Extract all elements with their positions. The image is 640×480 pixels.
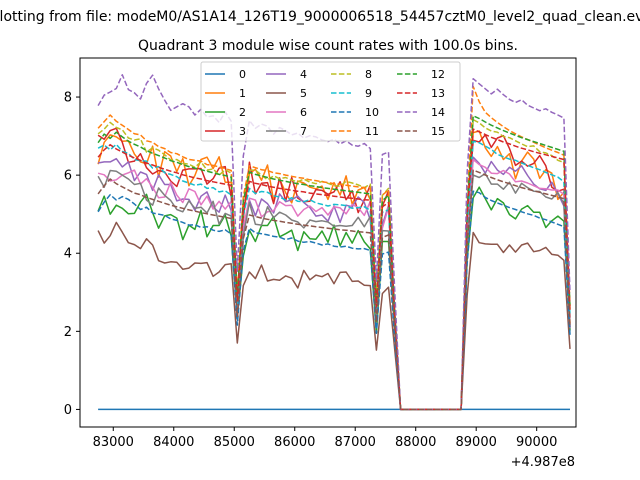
legend-label-15: 15 bbox=[431, 125, 445, 138]
series-line-3 bbox=[97, 127, 571, 411]
legend-label-4: 4 bbox=[300, 68, 307, 81]
series-line-14 bbox=[97, 74, 571, 411]
legend-label-10: 10 bbox=[365, 106, 379, 119]
series-line-9 bbox=[97, 140, 571, 411]
x-tick-label: 89000 bbox=[456, 435, 497, 450]
series-line-10 bbox=[97, 190, 571, 411]
legend-label-7: 7 bbox=[300, 125, 307, 138]
legend-label-6: 6 bbox=[300, 106, 307, 119]
series-line-2 bbox=[97, 186, 571, 411]
legend-label-9: 9 bbox=[365, 87, 372, 100]
legend-label-8: 8 bbox=[365, 68, 372, 81]
series-line-7 bbox=[97, 169, 571, 411]
x-tick-label: 86000 bbox=[274, 435, 315, 450]
y-tick-label: 8 bbox=[64, 91, 72, 106]
axis-layer: 83000 84000 85000 86000 87000 88000 89000 90000… bbox=[64, 91, 558, 450]
legend-label-1: 1 bbox=[239, 87, 246, 100]
series-line-11 bbox=[97, 85, 571, 411]
x-offset-label: +4.987e8 bbox=[511, 455, 575, 470]
x-tick-label: 87000 bbox=[335, 435, 376, 450]
series-line-6 bbox=[97, 158, 571, 411]
legend-label-0: 0 bbox=[239, 68, 246, 81]
legend-box bbox=[200, 61, 461, 142]
x-tick-label: 84000 bbox=[153, 435, 194, 450]
series-line-13 bbox=[97, 128, 571, 411]
x-tick-label: 90000 bbox=[516, 435, 557, 450]
figure-suptitle: Plotting from file: modeM0/AS1A14_126T19… bbox=[0, 9, 640, 25]
series-line-15 bbox=[97, 169, 571, 411]
series-line-12 bbox=[97, 115, 571, 411]
series-line-1 bbox=[97, 130, 571, 411]
chart-title: Quadrant 3 module wise count rates with … bbox=[138, 38, 518, 54]
x-tick-label: 88000 bbox=[395, 435, 436, 450]
y-tick-label: 6 bbox=[64, 169, 72, 184]
plot-frame bbox=[79, 57, 577, 428]
x-tick-label: 83000 bbox=[93, 435, 134, 450]
legend-label-12: 12 bbox=[431, 68, 445, 81]
series-line-8 bbox=[97, 118, 571, 411]
series-line-4 bbox=[97, 156, 571, 411]
y-tick-label: 2 bbox=[64, 325, 72, 340]
y-tick-label: 0 bbox=[64, 403, 72, 418]
legend-label-11: 11 bbox=[365, 125, 379, 138]
legend-label-3: 3 bbox=[239, 125, 246, 138]
legend-label-13: 13 bbox=[431, 87, 445, 100]
y-tick-label: 4 bbox=[64, 247, 72, 262]
legend-label-14: 14 bbox=[431, 106, 445, 119]
legend-label-5: 5 bbox=[300, 87, 307, 100]
legend-label-2: 2 bbox=[239, 106, 246, 119]
series-layer bbox=[97, 74, 571, 411]
x-tick-label: 85000 bbox=[214, 435, 255, 450]
series-line-5 bbox=[97, 221, 571, 411]
